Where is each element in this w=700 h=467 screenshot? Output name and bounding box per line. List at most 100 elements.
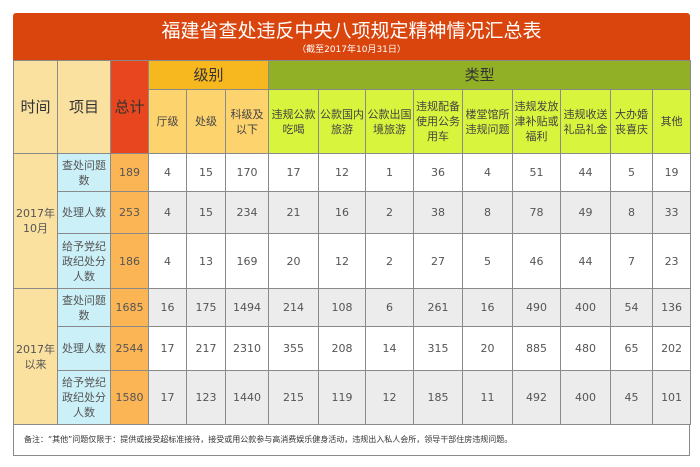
value-cell: 8 <box>610 191 654 234</box>
value-cell: 5 <box>610 153 654 192</box>
value-cell: 44 <box>560 233 612 289</box>
value-cell: 2 <box>365 233 415 289</box>
value-cell: 1440 <box>224 370 270 425</box>
value-cell: 17 <box>268 153 320 192</box>
value-cell: 208 <box>318 326 367 371</box>
value-cell: 175 <box>186 288 226 327</box>
summary-table: 时间 项目 总计 级别 类型 厅级 处级 科级及以下 违规公款吃喝 公款国内旅游 公款出国境旅游 违规… <box>13 60 692 425</box>
value-cell: 46 <box>512 233 562 289</box>
value-cell: 217 <box>186 326 226 371</box>
value-cell: 400 <box>560 288 612 327</box>
time-cell: 2017年10月 <box>13 153 58 289</box>
value-cell: 49 <box>560 191 612 234</box>
value-cell: 78 <box>512 191 562 234</box>
value-cell: 4 <box>148 153 187 192</box>
value-cell: 5 <box>462 233 514 289</box>
value-cell: 19 <box>652 153 692 192</box>
value-cell: 885 <box>512 326 562 371</box>
total-cell: 253 <box>110 191 149 234</box>
header-type-col: 违规配备使用公务用车 <box>413 89 464 154</box>
header-level-col: 厅级 <box>148 89 187 154</box>
value-cell: 480 <box>560 326 612 371</box>
total-cell: 1685 <box>110 288 149 327</box>
value-cell: 2 <box>365 191 415 234</box>
table-row: 给予党纪政纪处分人数 186 4 13 169 20 12 2 27 5 46 44 7 23 <box>14 233 692 289</box>
header-level-col: 科级及以下 <box>224 89 270 154</box>
header-total: 总计 <box>110 60 149 154</box>
header-type-col: 公款国内旅游 <box>318 89 367 154</box>
value-cell: 101 <box>652 370 692 425</box>
value-cell: 4 <box>462 153 514 192</box>
total-cell: 2544 <box>110 326 149 371</box>
value-cell: 119 <box>318 370 367 425</box>
header-type-col: 违规公款吃喝 <box>268 89 320 154</box>
value-cell: 16 <box>148 288 187 327</box>
value-cell: 4 <box>148 191 187 234</box>
value-cell: 33 <box>652 191 692 234</box>
header-type-col: 公款出国境旅游 <box>365 89 415 154</box>
value-cell: 21 <box>268 191 320 234</box>
value-cell: 123 <box>186 370 226 425</box>
value-cell: 12 <box>318 153 367 192</box>
value-cell: 315 <box>413 326 464 371</box>
header-type-col: 楼堂馆所违规问题 <box>462 89 514 154</box>
header-item: 项目 <box>57 60 111 154</box>
value-cell: 169 <box>224 233 270 289</box>
header-type-col: 大办婚丧喜庆 <box>610 89 654 154</box>
value-cell: 17 <box>148 370 187 425</box>
value-cell: 20 <box>268 233 320 289</box>
item-cell: 查处问题数 <box>57 153 111 192</box>
value-cell: 492 <box>512 370 562 425</box>
value-cell: 36 <box>413 153 464 192</box>
value-cell: 234 <box>224 191 270 234</box>
value-cell: 1494 <box>224 288 270 327</box>
value-cell: 6 <box>365 288 415 327</box>
value-cell: 16 <box>462 288 514 327</box>
value-cell: 38 <box>413 191 464 234</box>
value-cell: 44 <box>560 153 612 192</box>
value-cell: 108 <box>318 288 367 327</box>
value-cell: 27 <box>413 233 464 289</box>
value-cell: 13 <box>186 233 226 289</box>
item-cell: 查处问题数 <box>57 288 111 327</box>
value-cell: 2310 <box>224 326 270 371</box>
value-cell: 11 <box>462 370 514 425</box>
value-cell: 51 <box>512 153 562 192</box>
header-time: 时间 <box>13 60 58 154</box>
value-cell: 215 <box>268 370 320 425</box>
value-cell: 15 <box>186 153 226 192</box>
value-cell: 12 <box>318 233 367 289</box>
value-cell: 8 <box>462 191 514 234</box>
header-type-col: 违规发放津补贴或福利 <box>512 89 562 154</box>
value-cell: 355 <box>268 326 320 371</box>
table-row: 给予党纪政纪处分人数 1580 17 123 1440 215 119 12 185 11 492 4… <box>14 370 692 425</box>
table-row: 处理人数 253 4 15 234 21 16 2 38 8 78 49 8 33 <box>14 191 692 234</box>
item-cell: 给予党纪政纪处分人数 <box>57 370 111 425</box>
value-cell: 45 <box>610 370 654 425</box>
value-cell: 15 <box>186 191 226 234</box>
total-cell: 1580 <box>110 370 149 425</box>
header-level-col: 处级 <box>186 89 226 154</box>
value-cell: 185 <box>413 370 464 425</box>
value-cell: 12 <box>365 370 415 425</box>
table-row: 2017年以来 查处问题数 1685 16 175 1494 214 108 6 261 16 490… <box>13 288 692 425</box>
value-cell: 490 <box>512 288 562 327</box>
header-type-col: 其他 <box>652 89 692 154</box>
header-type-col: 违规收送礼品礼金 <box>560 89 612 154</box>
value-cell: 261 <box>413 288 464 327</box>
value-cell: 65 <box>610 326 654 371</box>
value-cell: 17 <box>148 326 187 371</box>
summary-table-container: 福建省查处违反中央八项规定精神情况汇总表 （截至2017年10月31日） 时间项… <box>13 13 692 456</box>
value-cell: 202 <box>652 326 692 371</box>
value-cell: 14 <box>365 326 415 371</box>
page-subtitle: （截至2017年10月31日） <box>297 45 406 55</box>
item-cell: 处理人数 <box>57 326 111 371</box>
header-type: 类型 <box>268 60 692 90</box>
table-row: 处理人数 2544 17 217 2310 355 208 14 315 20 885 480 65 20… <box>14 326 692 371</box>
value-cell: 214 <box>268 288 320 327</box>
table-row: 2017年10月 查处问题数 189 4 15 170 17 12 1 36 4 51 44 5 19 <box>13 153 692 289</box>
value-cell: 54 <box>610 288 654 327</box>
value-cell: 1 <box>365 153 415 192</box>
footnote: 备注：“其他”问题仅限于：提供或接受超标准接待，接受或用公款参与高消费娱乐健身活… <box>13 425 690 456</box>
total-cell: 189 <box>110 153 149 192</box>
